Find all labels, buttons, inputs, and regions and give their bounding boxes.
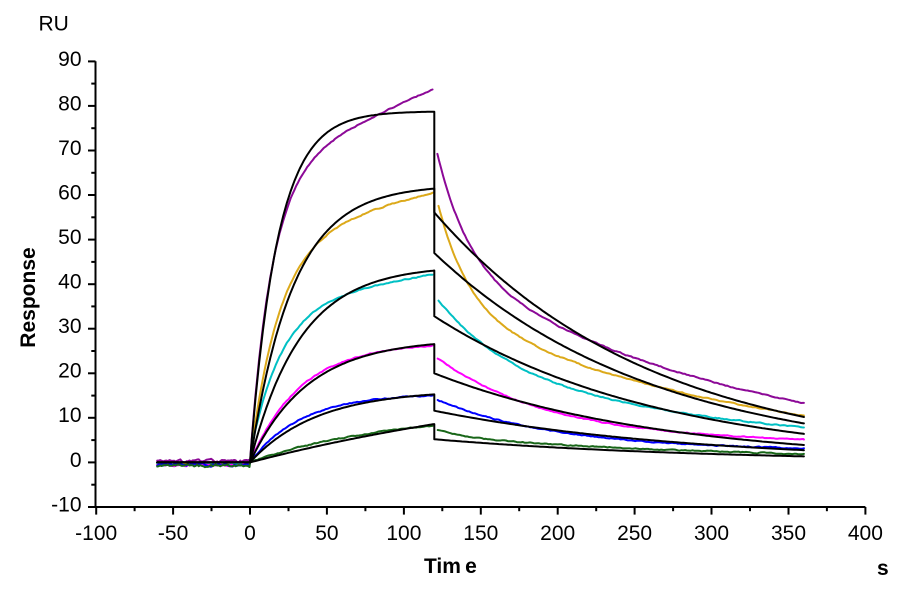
svg-text:-50: -50 (158, 522, 188, 545)
svg-text:10: 10 (58, 404, 81, 427)
svg-text:300: 300 (694, 522, 729, 545)
svg-text:0: 0 (70, 449, 82, 472)
svg-text:20: 20 (58, 360, 81, 383)
svg-text:80: 80 (58, 92, 81, 115)
svg-text:70: 70 (58, 137, 81, 160)
svg-text:40: 40 (58, 271, 81, 294)
svg-text:30: 30 (58, 315, 81, 338)
svg-text:100: 100 (386, 522, 421, 545)
svg-text:350: 350 (771, 522, 806, 545)
svg-text:50: 50 (58, 226, 81, 249)
svg-text:250: 250 (617, 522, 652, 545)
svg-text:s: s (877, 557, 889, 580)
svg-text:Response: Response (17, 247, 40, 347)
svg-text:0: 0 (244, 522, 256, 545)
svg-text:50: 50 (315, 522, 338, 545)
svg-text:90: 90 (58, 48, 81, 71)
svg-text:200: 200 (540, 522, 575, 545)
svg-text:RU: RU (39, 13, 69, 36)
svg-text:150: 150 (463, 522, 498, 545)
svg-text:400: 400 (848, 522, 883, 545)
svg-text:-100: -100 (75, 522, 117, 545)
svg-text:Tim e: Tim e (424, 555, 477, 578)
svg-text:60: 60 (58, 181, 81, 204)
svg-text:-10: -10 (51, 493, 81, 516)
